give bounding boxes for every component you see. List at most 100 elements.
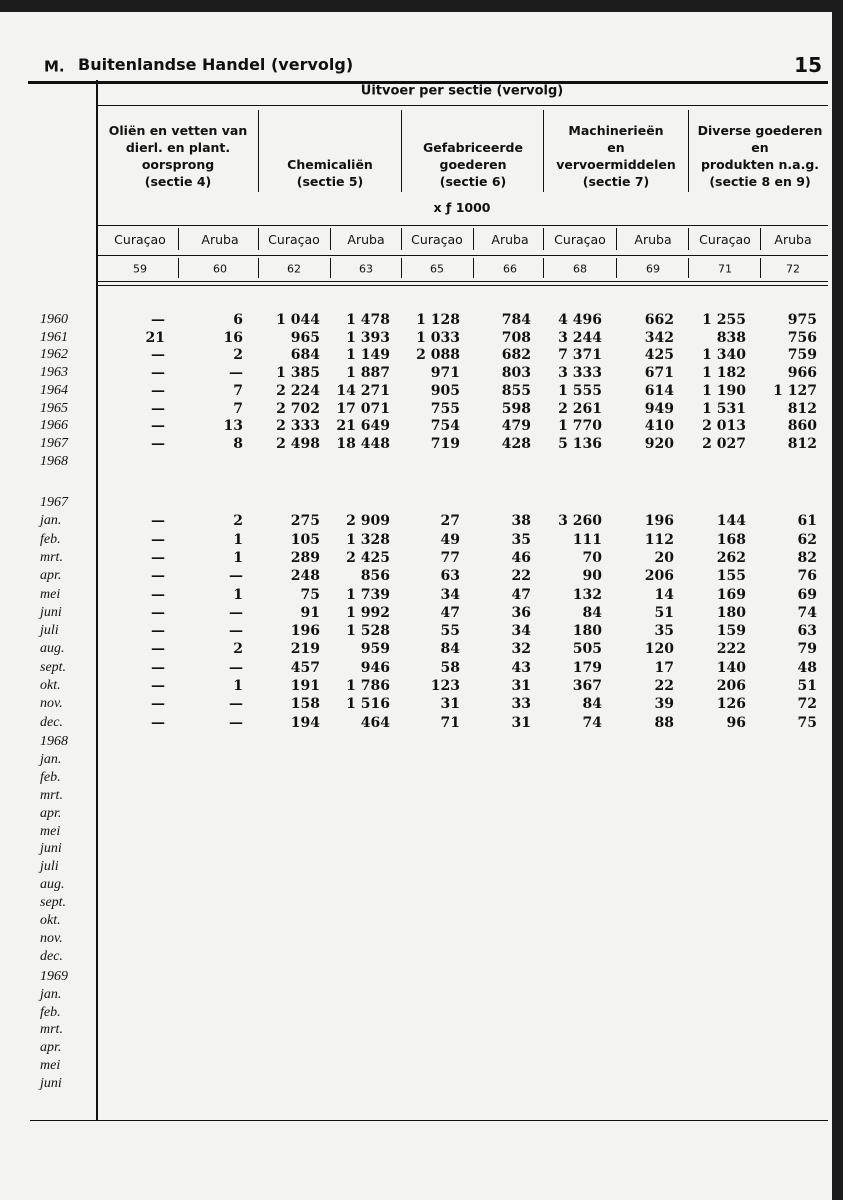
column-divider (178, 228, 179, 250)
cell: 1 555 (558, 382, 602, 399)
cell: 74 (797, 604, 817, 621)
cell: 17 071 (336, 400, 390, 417)
cell: 34 (440, 586, 460, 603)
row-label: 1964 (40, 382, 68, 398)
cell: 206 (716, 678, 746, 694)
rule (30, 1120, 828, 1121)
rule (97, 105, 828, 106)
row-label: nov. (40, 930, 63, 946)
cell: — (229, 659, 243, 676)
cell: 20 (654, 549, 674, 566)
column-header: Curaçao (554, 231, 606, 247)
cell: 1 786 (346, 678, 390, 694)
cell: 1 528 (346, 623, 390, 640)
page-title: Buitenlandse Handel (vervolg) (78, 55, 354, 74)
cell: 8 (233, 435, 243, 452)
cell: 662 (644, 312, 674, 328)
cell: 155 (716, 568, 746, 585)
cell: 132 (572, 586, 602, 603)
row-label: nov. (40, 696, 63, 712)
cell: 959 (360, 641, 390, 658)
row-label: mei (40, 1058, 61, 1073)
cell: 2 (233, 513, 243, 530)
row-label: aug. (40, 877, 65, 893)
group-divider (688, 110, 689, 192)
cell: 1 478 (346, 312, 390, 328)
column-number: 68 (573, 262, 587, 276)
cell: 682 (501, 347, 531, 364)
column-divider (543, 228, 544, 250)
column-divider (760, 258, 761, 278)
cell: — (151, 678, 165, 694)
cell: 2 702 (276, 400, 320, 417)
group-divider (543, 110, 544, 192)
cell: 222 (716, 641, 746, 658)
row-label: juni (40, 604, 62, 620)
cell: 1 (233, 531, 243, 548)
cell: 920 (644, 435, 674, 452)
cell: — (151, 513, 165, 530)
row-label: aug. (40, 641, 65, 657)
cell: 49 (440, 531, 460, 548)
cell: 1 516 (346, 696, 390, 713)
cell: 126 (716, 696, 746, 713)
cell: 21 (145, 329, 165, 346)
cell: 75 (797, 714, 817, 731)
group-header: Chemicaliën (287, 156, 373, 172)
cell: 812 (787, 435, 817, 452)
row-label: mrt. (40, 1022, 63, 1038)
column-divider (330, 258, 331, 278)
row-label: 1961 (40, 329, 68, 345)
cell: 971 (430, 365, 460, 382)
cell: 14 271 (336, 382, 390, 399)
group-header: (sectie 8 en 9) (709, 173, 811, 189)
row-label: sept. (40, 659, 67, 675)
cell: 946 (360, 659, 390, 676)
cell: 22 (511, 568, 531, 585)
row-label: mrt. (40, 787, 63, 803)
row-label: sept. (40, 895, 67, 911)
cell: 18 448 (336, 435, 390, 452)
column-header: Aruba (491, 231, 529, 247)
cell: 2 088 (416, 347, 460, 364)
cell: 1 531 (702, 400, 746, 417)
cell: 2 333 (276, 418, 320, 435)
cell: 191 (290, 678, 320, 694)
cell: 1 033 (416, 329, 460, 346)
cell: 2 013 (702, 418, 746, 435)
row-label: juni (40, 841, 62, 857)
cell: 90 (582, 568, 602, 585)
cell: 82 (797, 549, 817, 566)
cell: — (151, 531, 165, 548)
cell: 1 340 (702, 347, 746, 364)
column-number: 66 (503, 262, 517, 276)
cell: 671 (644, 365, 674, 382)
column-divider (178, 258, 179, 278)
cell: 35 (511, 531, 531, 548)
row-label: jan. (40, 513, 62, 529)
column-header: Aruba (347, 231, 385, 247)
column-header: Aruba (201, 231, 239, 247)
cell: 428 (501, 435, 531, 452)
column-number: 62 (287, 262, 301, 276)
cell: 35 (654, 623, 674, 640)
column-number: 72 (786, 262, 800, 276)
cell: 1 887 (346, 365, 390, 382)
column-header: Aruba (774, 231, 812, 247)
year-heading: 1969 (40, 969, 68, 984)
cell: 905 (430, 382, 460, 399)
cell: 36 (511, 604, 531, 621)
cell: 31 (511, 678, 531, 694)
cell: 756 (787, 329, 817, 346)
cell: 812 (787, 400, 817, 417)
cell: 2 (233, 641, 243, 658)
cell: 75 (300, 586, 320, 603)
cell: 719 (430, 435, 460, 452)
row-label: mei (40, 823, 61, 839)
cell: 47 (440, 604, 460, 621)
row-label: okt. (40, 678, 61, 693)
cell: 144 (716, 513, 746, 530)
cell: 708 (501, 329, 531, 346)
row-label: 1962 (40, 347, 68, 363)
cell: 180 (716, 604, 746, 621)
